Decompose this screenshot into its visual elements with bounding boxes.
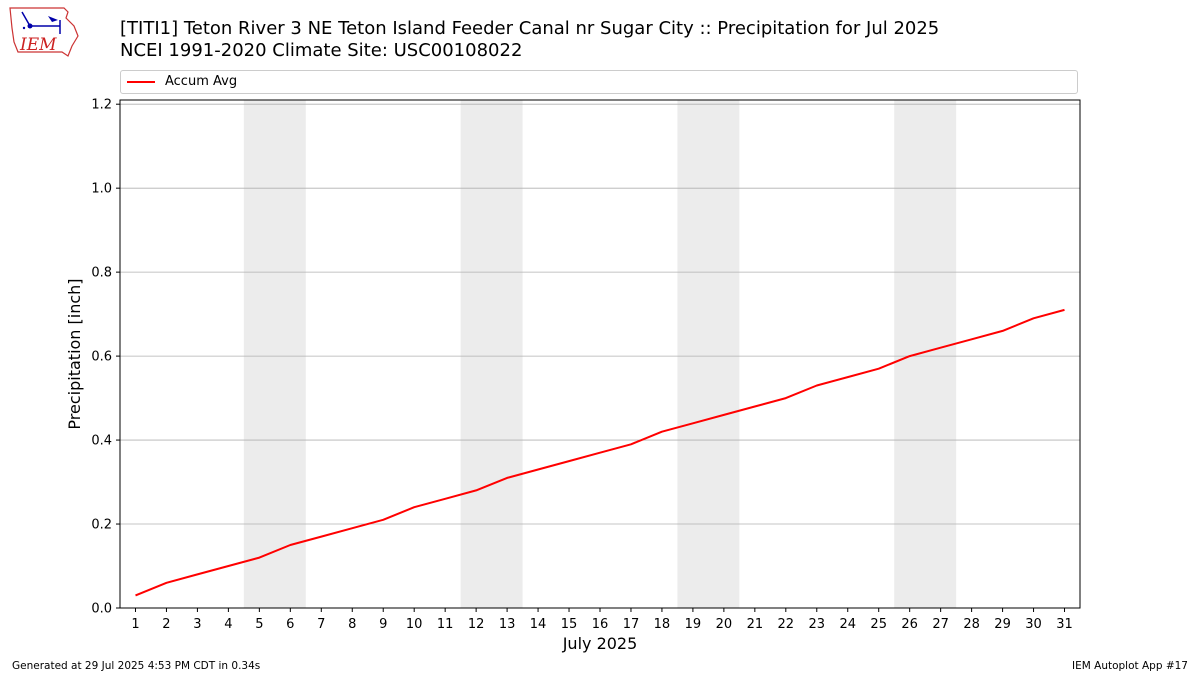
y-tick-label: 0.0 xyxy=(91,602,112,617)
y-tick-label: 1.0 xyxy=(91,182,112,197)
y-tick-label: 0.4 xyxy=(91,434,112,449)
x-tick-label: 23 xyxy=(809,617,826,632)
x-tick-label: 13 xyxy=(499,617,516,632)
generated-note: Generated at 29 Jul 2025 4:53 PM CDT in … xyxy=(12,660,261,672)
x-tick-label: 1 xyxy=(131,617,139,632)
x-tick-label: 28 xyxy=(963,617,980,632)
x-tick-label: 12 xyxy=(468,617,485,632)
title-line-2: NCEI 1991-2020 Climate Site: USC00108022 xyxy=(120,40,523,61)
y-tick-label: 0.6 xyxy=(91,350,112,365)
iem-logo-icon: IEM xyxy=(9,7,79,57)
legend: Accum Avg xyxy=(120,70,1078,94)
x-tick-label: 8 xyxy=(348,617,356,632)
x-tick-label: 20 xyxy=(716,617,733,632)
legend-swatch xyxy=(127,81,155,83)
y-tick-label: 1.2 xyxy=(91,98,112,113)
x-tick-label: 27 xyxy=(932,617,949,632)
x-tick-label: 2 xyxy=(162,617,170,632)
x-tick-label: 6 xyxy=(286,617,294,632)
x-tick-label: 29 xyxy=(994,617,1011,632)
x-tick-label: 11 xyxy=(437,617,454,632)
x-tick-label: 15 xyxy=(561,617,578,632)
y-tick-label: 0.8 xyxy=(91,266,112,281)
x-tick-label: 9 xyxy=(379,617,387,632)
x-tick-label: 4 xyxy=(224,617,232,632)
x-tick-label: 19 xyxy=(685,617,702,632)
x-tick-label: 30 xyxy=(1025,617,1042,632)
x-tick-label: 22 xyxy=(778,617,795,632)
x-tick-label: 7 xyxy=(317,617,325,632)
app-credit: IEM Autoplot App #17 xyxy=(1072,660,1188,672)
series-line-0 xyxy=(135,308,1065,597)
x-tick-label: 3 xyxy=(193,617,201,632)
x-tick-label: 25 xyxy=(870,617,887,632)
plot-frame xyxy=(119,99,1081,609)
x-tick-label: 16 xyxy=(592,617,609,632)
x-tick-label: 5 xyxy=(255,617,263,632)
weekend-band-1 xyxy=(460,100,523,608)
title-line-1: [TITI1] Teton River 3 NE Teton Island Fe… xyxy=(120,18,940,39)
x-tick-label: 10 xyxy=(406,617,423,632)
x-tick-label: 31 xyxy=(1056,617,1073,632)
weekend-band-3 xyxy=(894,100,957,608)
x-tick-label: 24 xyxy=(839,617,856,632)
x-tick-label: 21 xyxy=(747,617,764,632)
legend-label: Accum Avg xyxy=(165,74,238,89)
weekend-band-2 xyxy=(677,100,740,608)
chart-title: [TITI1] Teton River 3 NE Teton Island Fe… xyxy=(120,18,939,62)
y-tick-label: 0.2 xyxy=(91,518,112,533)
x-tick-label: 26 xyxy=(901,617,918,632)
x-tick-label: 14 xyxy=(530,617,547,632)
y-axis-label: Precipitation [inch] xyxy=(65,278,84,429)
logo-text: IEM xyxy=(19,35,57,55)
weekend-band-0 xyxy=(243,100,306,608)
x-axis-label: July 2025 xyxy=(562,634,638,653)
x-tick-label: 17 xyxy=(623,617,640,632)
x-tick-label: 18 xyxy=(654,617,671,632)
